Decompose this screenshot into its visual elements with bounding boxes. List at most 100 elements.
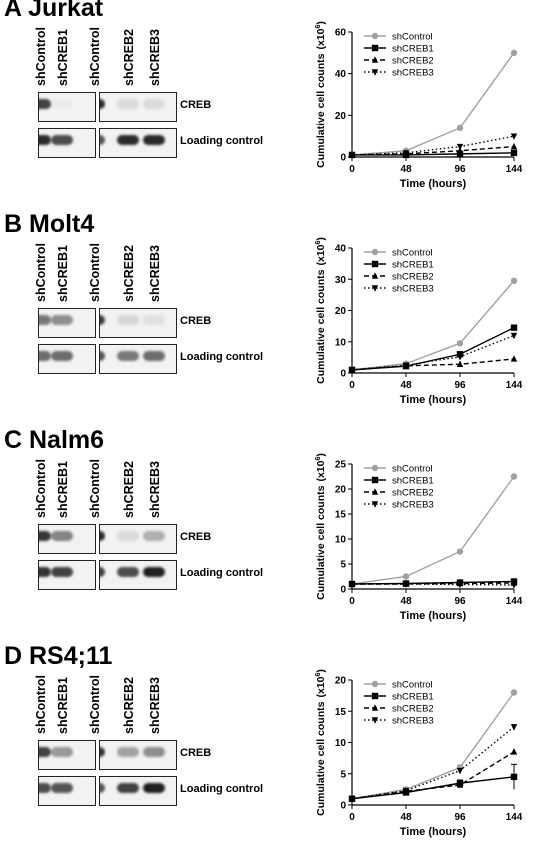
loading-blot-left [38,560,96,590]
data-point [510,773,518,781]
legend-label: shCREB1 [392,260,434,271]
creb-blot-left [38,92,96,122]
data-point [371,704,379,711]
legend-label: shCREB2 [392,272,434,283]
loading-band [51,567,73,577]
data-point [402,573,410,580]
legend-entry: shControl [364,680,433,691]
x-tick-label: 0 [349,596,355,607]
x-tick-label: 48 [400,596,412,607]
y-tick-label: 20 [335,676,347,687]
series-line [351,358,515,371]
creb-band [100,315,105,325]
lane-label: shCREB1 [56,29,70,86]
legend-label: shControl [392,464,433,475]
y-tick-label: 0 [340,153,346,164]
creb-band [117,315,139,325]
x-tick-label: 144 [506,164,523,175]
data-point [456,150,464,158]
x-tick-label: 96 [454,596,466,607]
data-point [456,781,464,788]
creb-band [143,747,165,757]
y-axis-unit: (x10 [315,244,327,265]
data-point [456,143,464,151]
loading-blot-left [38,128,96,158]
y-axis-unit-close: ) [315,669,327,673]
data-point [371,692,379,700]
legend-entry: shCREB2 [364,704,434,715]
creb-blot-left [38,524,96,554]
creb-band [39,315,51,325]
y-axis-label-text: Cumulative cell counts [315,53,327,168]
creb-band [117,99,139,109]
data-point [371,248,379,256]
loading-band [143,567,165,577]
loading-band [39,783,51,793]
legend-label: shCREB2 [392,56,434,67]
y-axis-label: Cumulative cell counts (x106) [315,237,327,384]
panel-nalm6: C Nalm6 shControl shCREB1 shControl shCREB2… [0,426,550,637]
loading-band-label: Loading control [180,783,264,795]
creb-band-label: CREB [180,315,212,327]
loading-band-label: Loading control [180,135,264,147]
legend-entry: shCREB2 [364,488,434,499]
loading-blot-left [38,776,96,806]
loading-band [100,783,105,793]
y-tick-label: 0 [340,585,346,596]
y-axis-unit-exponent: 6 [315,241,322,245]
y-tick-label: 60 [335,28,347,39]
data-point [456,767,464,775]
lane-label: shCREB1 [56,677,70,734]
creb-blot-right [99,524,177,554]
series-line [351,327,515,371]
creb-band [100,747,105,757]
data-point [510,748,518,755]
lane-label: shControl [34,242,48,302]
lane-label: shControl [34,458,48,518]
loading-band [117,567,139,577]
legend-label: shCREB2 [392,488,434,499]
creb-blot-right [99,308,177,338]
y-tick-label: 25 [335,460,347,471]
legend-label: shCREB3 [392,284,434,295]
loading-band [100,135,105,145]
creb-blot-left [38,308,96,338]
series-line [351,52,515,156]
x-axis-label: Time (hours) [400,394,467,406]
legend-label: shCREB1 [392,692,434,703]
panel-title: C Nalm6 [4,426,105,454]
data-point [348,367,356,374]
panel-rs411: D RS4;11 shControl shCREB1 shControl shCREB… [0,642,550,853]
y-tick-label: 10 [335,738,347,749]
loading-band [117,135,139,145]
lane-label: shCREB3 [148,677,162,734]
data-point [510,49,518,57]
lane-label: shControl [88,458,102,518]
data-point [510,724,518,731]
loading-band [39,135,51,145]
loading-band [143,783,165,793]
loading-band [51,783,73,793]
creb-band [143,531,165,541]
legend-label: shCREB3 [392,68,434,79]
x-axis-label: Time (hours) [400,178,467,190]
legend-label: shCREB1 [392,44,434,55]
series-line [352,583,515,586]
data-point [456,124,464,132]
y-axis-unit-exponent: 6 [315,673,322,677]
y-axis-label: Cumulative cell counts (x106) [315,21,327,168]
legend-entry: shControl [364,32,433,43]
x-tick-label: 144 [506,812,523,823]
legend-entry: shCREB2 [364,272,434,283]
data-point [456,354,464,361]
legend-entry: shCREB3 [364,284,434,295]
lane-label: shCREB1 [56,245,70,302]
data-point [402,362,410,369]
legend-label: shCREB3 [392,500,434,511]
data-point [402,787,410,795]
series-line [351,692,515,800]
x-tick-label: 96 [454,164,466,175]
y-tick-label: 20 [335,111,347,122]
data-point [456,581,464,589]
creb-band [117,747,139,757]
